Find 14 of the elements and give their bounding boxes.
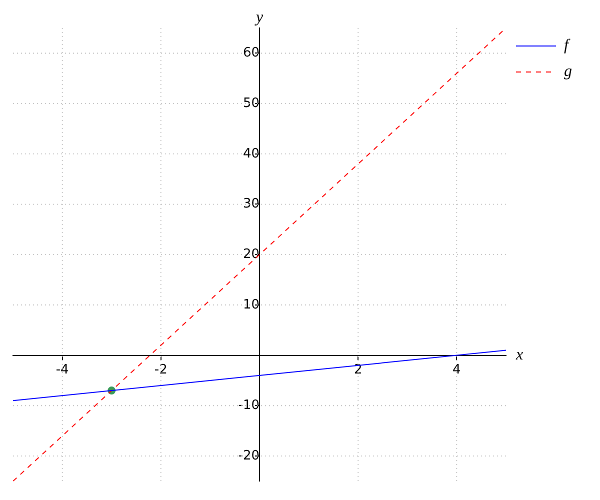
x-tick-label: -2	[154, 362, 168, 378]
y-tick-label: -20	[238, 448, 260, 464]
legend-label: f	[564, 37, 571, 54]
y-tick-label: 50	[242, 96, 260, 111]
y-tick-label: 60	[242, 46, 260, 61]
x-tick-label: -4	[56, 362, 69, 378]
x-axis-title: x	[515, 346, 524, 364]
y-tick-label: -10	[238, 398, 260, 414]
y-tick-label: 10	[242, 297, 260, 312]
y-axis-title: y	[254, 9, 264, 26]
x-tick-label: 4	[452, 362, 461, 378]
legend-label: g	[564, 63, 572, 80]
y-tick-label: 40	[242, 146, 260, 162]
y-tick-label: 30	[242, 196, 260, 212]
